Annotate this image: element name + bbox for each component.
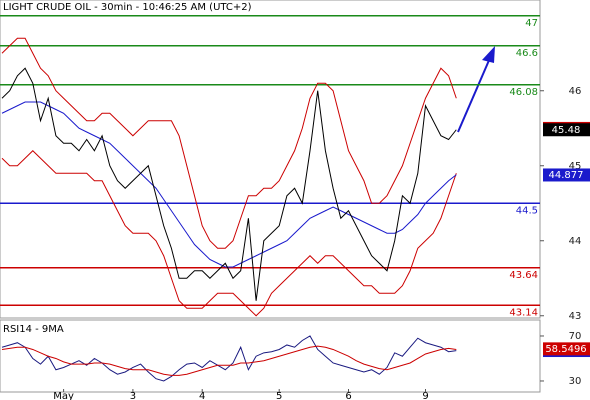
- trend-arrow: [457, 46, 495, 133]
- y-tick-label: 70: [569, 331, 582, 342]
- level-label: 43.14: [509, 307, 538, 318]
- price-panel: [0, 0, 541, 319]
- y-tick-label: 45: [569, 161, 582, 172]
- series-line: [1, 150, 457, 317]
- x-tick-label: 4: [199, 391, 205, 400]
- y-tick-label: 44: [569, 236, 582, 247]
- rsi-panel: [0, 319, 541, 393]
- rsi-title: RSI14 - 9MA: [3, 324, 64, 335]
- x-tick-label: 5: [276, 391, 282, 400]
- series-line: [1, 345, 457, 376]
- series-line: [1, 101, 457, 268]
- level-label: 47: [525, 18, 538, 29]
- level-label: 43.64: [509, 270, 538, 281]
- y-tick-label: 30: [569, 376, 582, 387]
- price-tag-label: 45.48: [552, 125, 581, 136]
- y-tick-label: 46: [569, 86, 582, 97]
- level-label: 44.5: [516, 205, 538, 216]
- price-tag: [543, 168, 590, 182]
- series-line: [1, 335, 457, 382]
- x-tick-label: May: [53, 391, 74, 400]
- x-tick-label: 3: [130, 391, 136, 400]
- level-label: 46.08: [509, 87, 538, 98]
- chart-title: LIGHT CRUDE OIL - 30min - 10:46:25 AM (U…: [3, 2, 252, 13]
- price-tag-label: 44.877: [549, 170, 584, 181]
- price-tag: [543, 123, 590, 137]
- price-tag: [543, 342, 590, 356]
- series-line: [1, 67, 457, 301]
- y-tick-label: 43: [569, 311, 582, 322]
- series-line: [1, 37, 457, 249]
- price-tag-label: 58.5496: [545, 344, 586, 355]
- x-tick-label: 9: [422, 391, 428, 400]
- x-tick-label: 6: [345, 391, 351, 400]
- level-label: 46.6: [516, 48, 538, 59]
